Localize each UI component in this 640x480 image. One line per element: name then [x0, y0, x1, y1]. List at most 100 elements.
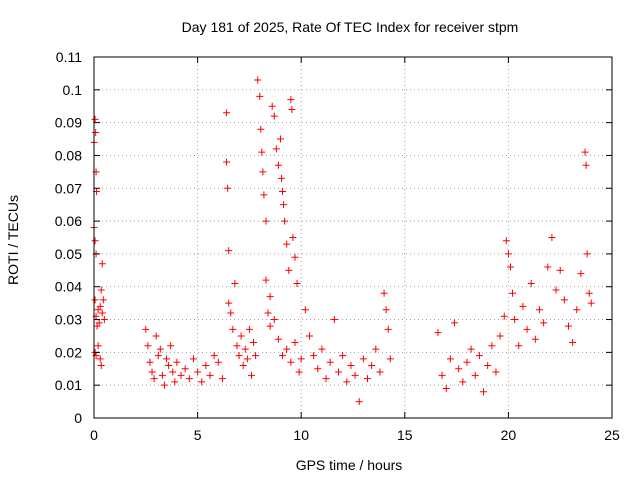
data-point	[171, 378, 179, 386]
data-point	[467, 345, 475, 353]
data-point	[368, 361, 376, 369]
data-point	[364, 375, 372, 383]
data-point	[291, 253, 299, 261]
grid	[94, 57, 612, 418]
y-axis-label: ROTI / TECUs	[5, 195, 21, 285]
data-point	[214, 358, 222, 366]
y-tick-label: 0.01	[55, 377, 82, 393]
data-point	[100, 316, 108, 324]
y-tick-label: 0.08	[55, 147, 82, 163]
data-point	[438, 371, 446, 379]
data-point	[442, 384, 450, 392]
data-point	[347, 361, 355, 369]
data-point	[223, 158, 231, 166]
data-point	[229, 325, 237, 333]
plot-frame	[93, 56, 613, 419]
data-point	[291, 339, 299, 347]
data-point	[504, 250, 512, 258]
data-point	[91, 296, 99, 304]
data-point	[279, 352, 287, 360]
data-point	[252, 352, 260, 360]
data-point	[239, 361, 247, 369]
data-point	[173, 358, 181, 366]
data-point	[225, 247, 233, 255]
data-point	[527, 279, 535, 287]
y-tick-label: 0.02	[55, 344, 82, 360]
data-point	[297, 355, 305, 363]
data-point	[91, 237, 99, 245]
data-point	[274, 335, 282, 343]
data-point	[451, 319, 459, 327]
data-point	[548, 234, 556, 241]
data-point	[223, 109, 231, 117]
data-point	[99, 296, 107, 304]
data-point	[96, 355, 104, 363]
data-point	[97, 286, 105, 294]
data-point	[266, 322, 274, 330]
data-point	[198, 378, 206, 386]
data-point	[459, 378, 467, 386]
data-point	[540, 319, 548, 327]
data-point	[280, 201, 288, 209]
data-point	[560, 296, 568, 304]
y-tick-label: 0	[74, 410, 82, 426]
data-point	[283, 240, 291, 248]
data-point	[257, 125, 265, 133]
data-point	[523, 325, 531, 333]
data-point	[95, 319, 103, 327]
data-point	[314, 365, 322, 373]
data-point	[502, 237, 510, 245]
chart-title: Day 181 of 2025, Rate Of TEC Index for r…	[182, 19, 519, 35]
data-points	[90, 76, 595, 406]
data-point	[330, 316, 338, 324]
data-point	[519, 302, 527, 310]
data-point	[573, 306, 581, 314]
y-tick-label: 0.07	[55, 180, 82, 196]
y-tick-label: 0.05	[55, 246, 82, 262]
data-point	[233, 342, 241, 350]
data-point	[515, 342, 523, 350]
data-point	[583, 250, 591, 258]
data-point	[268, 102, 276, 110]
y-tick-label: 0.04	[55, 279, 82, 295]
data-point	[480, 388, 488, 396]
data-point	[577, 270, 585, 278]
data-point	[587, 299, 595, 307]
data-point	[97, 361, 105, 369]
data-point	[96, 302, 104, 310]
data-point	[270, 112, 278, 120]
data-point	[227, 309, 235, 317]
y-tick-label: 0.03	[55, 312, 82, 328]
data-point	[278, 174, 286, 182]
data-point	[163, 355, 171, 363]
data-point	[262, 217, 270, 225]
data-point	[276, 135, 284, 143]
data-point	[148, 368, 156, 376]
data-point	[531, 335, 539, 343]
data-point	[264, 309, 272, 317]
x-tick-label: 0	[90, 427, 98, 443]
data-point	[260, 191, 268, 199]
data-point	[471, 371, 479, 379]
data-point	[500, 312, 508, 320]
data-point	[569, 339, 577, 347]
data-point	[582, 161, 590, 169]
data-point	[241, 345, 249, 353]
data-point	[287, 358, 295, 366]
data-point	[231, 279, 239, 287]
data-point	[372, 345, 380, 353]
data-point	[295, 368, 303, 376]
data-point	[288, 106, 296, 114]
data-point	[305, 332, 313, 340]
data-point	[310, 352, 318, 360]
data-point	[492, 368, 500, 376]
data-point	[258, 148, 266, 156]
data-point	[552, 286, 560, 294]
data-point	[237, 332, 245, 340]
data-point	[98, 260, 106, 268]
data-point	[376, 368, 384, 376]
data-point	[274, 161, 282, 169]
data-point	[177, 371, 185, 379]
x-tick-label: 5	[194, 427, 202, 443]
data-point	[256, 92, 264, 100]
